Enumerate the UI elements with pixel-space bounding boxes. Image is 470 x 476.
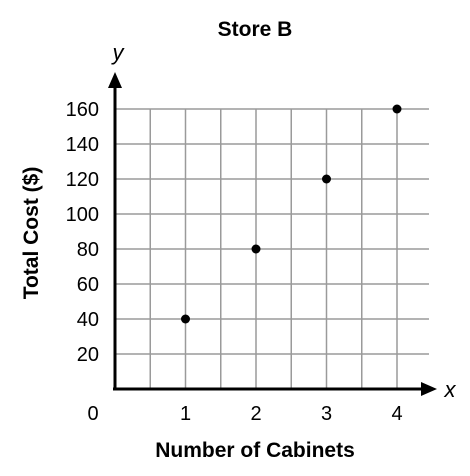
x-axis-title: Number of Cabinets bbox=[155, 439, 355, 462]
grid bbox=[115, 108, 429, 389]
data-point bbox=[392, 104, 402, 114]
y-axis-title: Total Cost ($) bbox=[20, 167, 43, 300]
x-tick-label: 3 bbox=[321, 403, 332, 425]
y-tick-label: 40 bbox=[77, 309, 99, 331]
data-point bbox=[322, 174, 331, 184]
y-tick-label: 140 bbox=[66, 134, 99, 156]
origin-label: 0 bbox=[87, 403, 98, 425]
y-tick-label: 120 bbox=[66, 169, 99, 191]
x-tick-label: 1 bbox=[180, 403, 191, 425]
y-tick-label: 20 bbox=[77, 344, 99, 366]
x-tick-label: 4 bbox=[391, 403, 402, 425]
axes bbox=[108, 72, 437, 396]
data-points bbox=[181, 104, 402, 324]
x-axis-variable: x bbox=[444, 377, 457, 402]
y-axis-variable: y bbox=[111, 40, 126, 65]
x-axis-arrow bbox=[421, 382, 437, 396]
chart-title: Store B bbox=[218, 18, 293, 41]
y-tick-label: 60 bbox=[77, 274, 99, 296]
x-tick-label: 2 bbox=[250, 403, 261, 425]
y-axis-arrow bbox=[108, 72, 122, 88]
y-tick-labels: 20 40 60 80 100 120 140 160 bbox=[66, 99, 99, 366]
x-tick-labels: 1 2 3 4 bbox=[180, 403, 403, 425]
y-tick-label: 80 bbox=[77, 239, 99, 261]
y-tick-label: 100 bbox=[66, 204, 99, 226]
data-point bbox=[181, 314, 190, 324]
data-point bbox=[251, 244, 261, 254]
y-tick-label: 160 bbox=[66, 99, 99, 121]
